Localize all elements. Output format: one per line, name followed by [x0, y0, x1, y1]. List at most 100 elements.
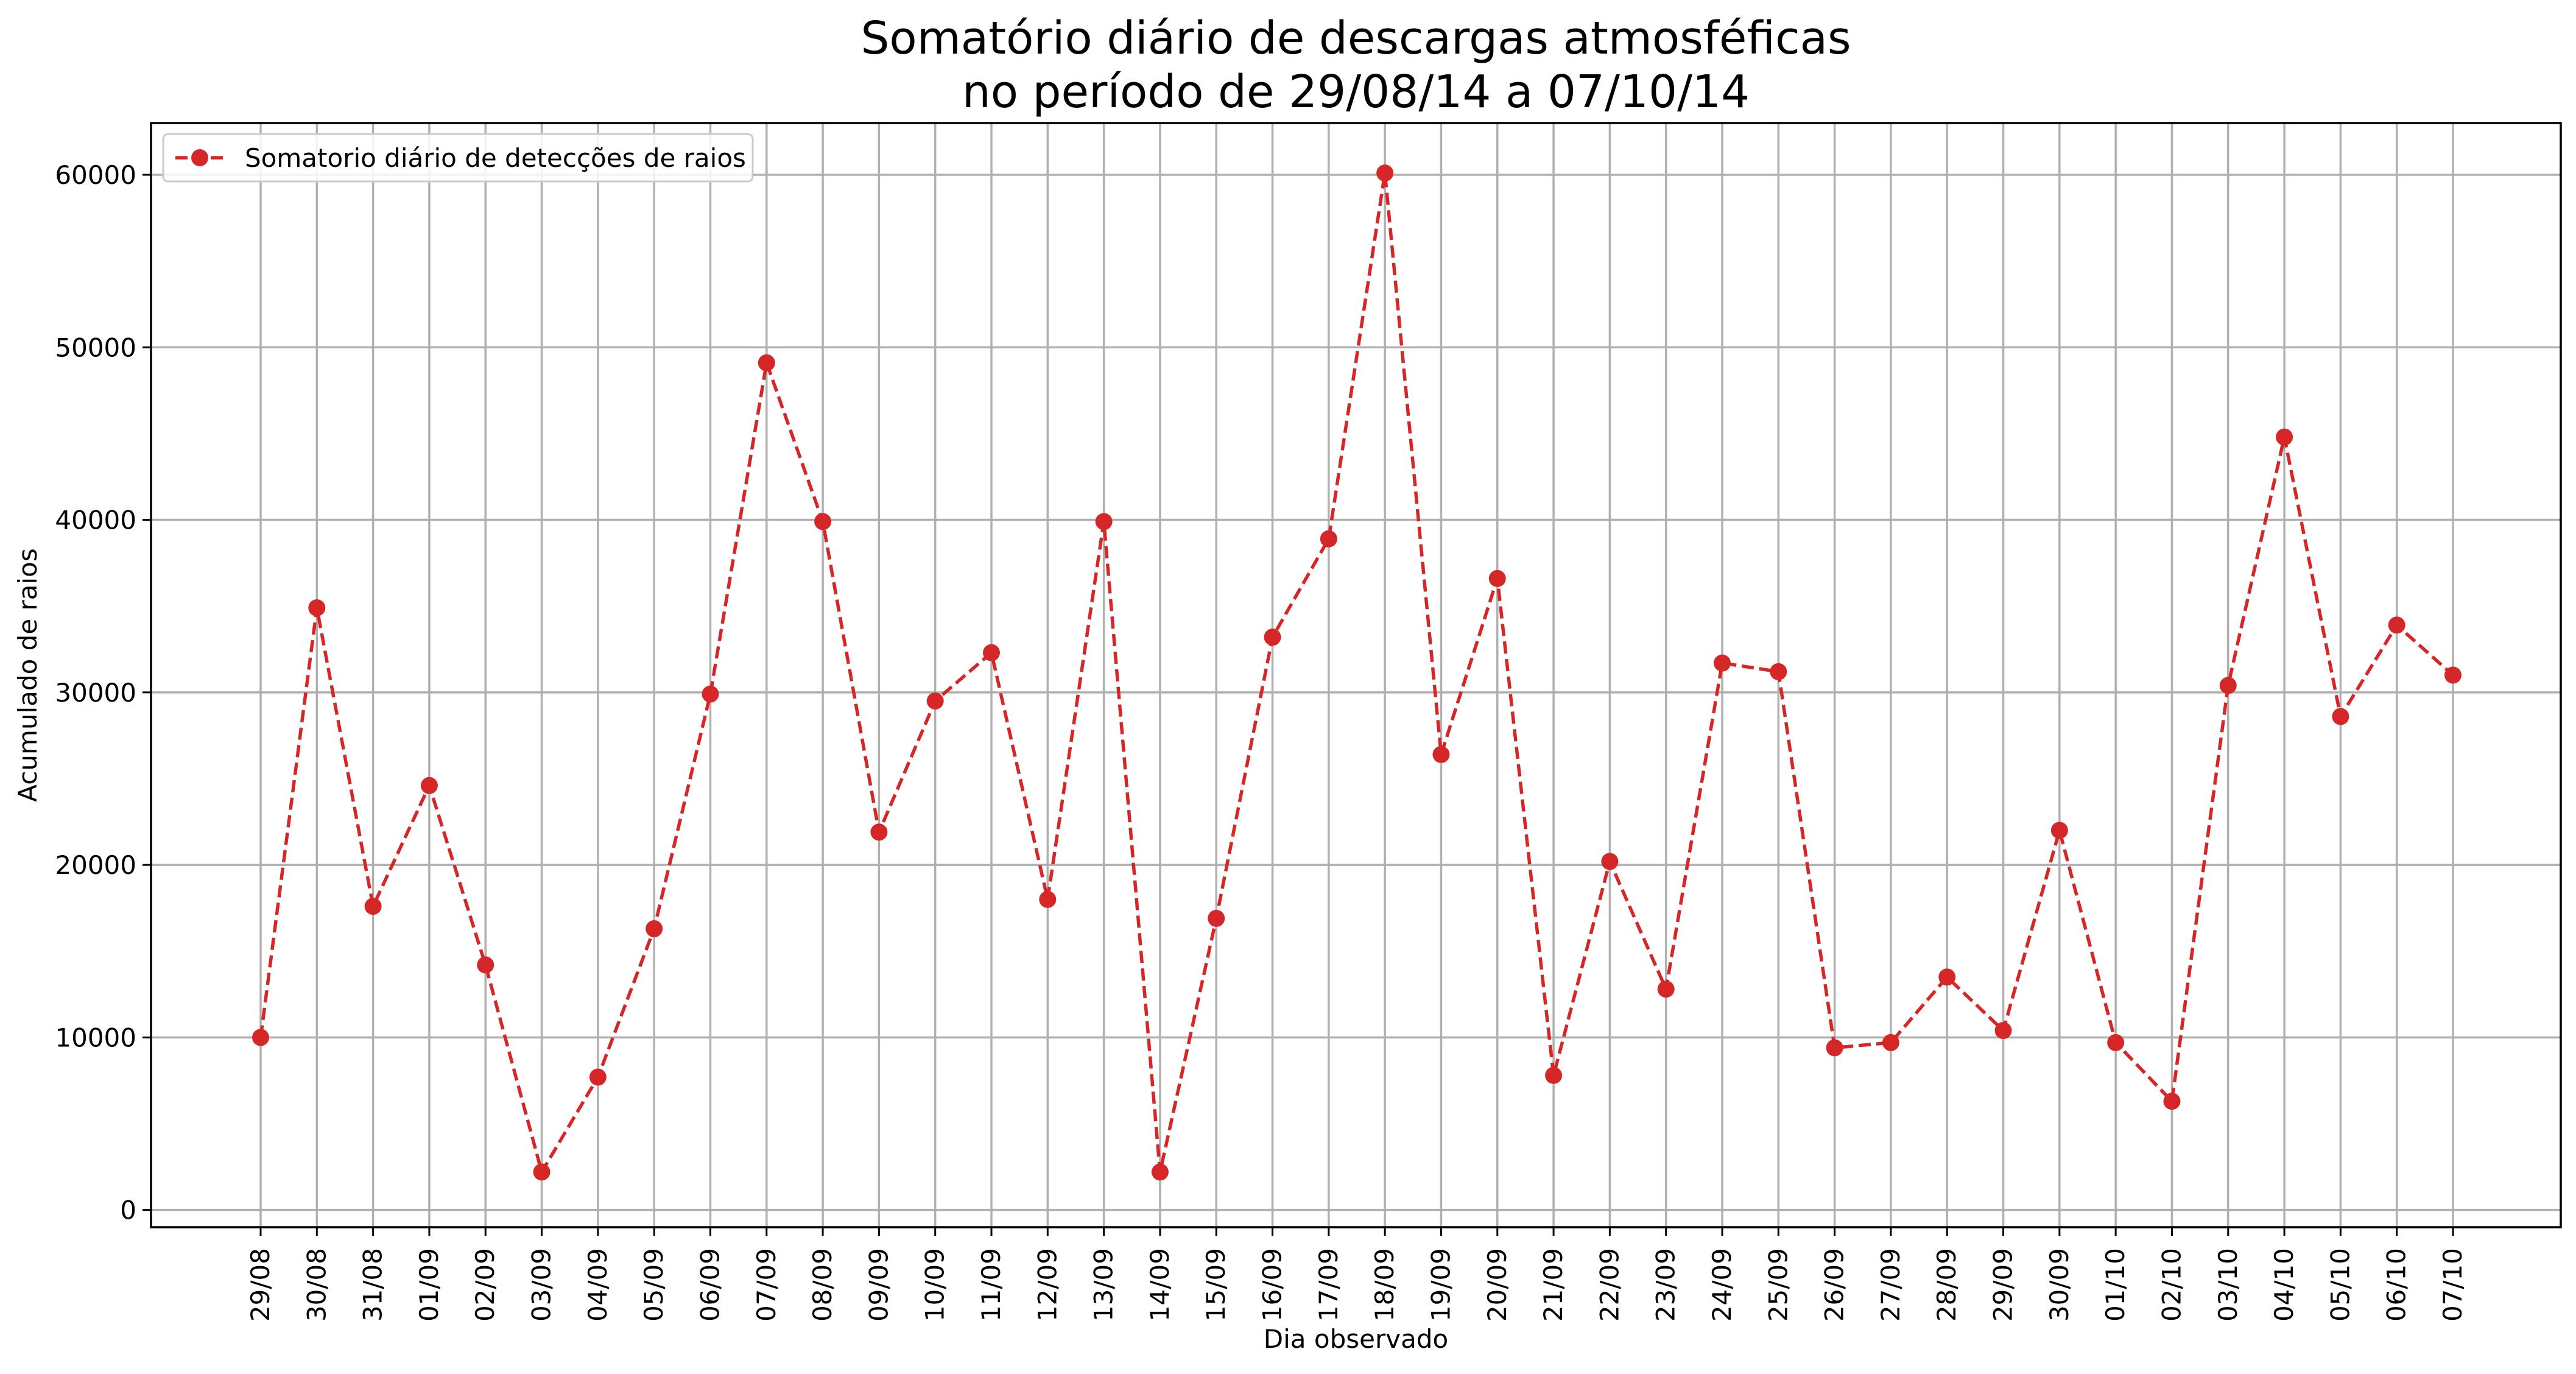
x-tick-label: 17/09 [1314, 1248, 1343, 1322]
x-tick-label: 01/09 [414, 1248, 444, 1322]
chart-title-line: Somatório diário de descargas atmosféfic… [860, 12, 1851, 65]
x-tick-label: 07/09 [751, 1248, 781, 1322]
x-tick-label: 06/09 [695, 1248, 725, 1322]
data-point [1376, 164, 1394, 182]
data-point [364, 898, 382, 915]
x-tick-label: 13/09 [1089, 1248, 1119, 1322]
data-point [702, 685, 719, 703]
chart-title-line: no período de 29/08/14 a 07/10/14 [962, 66, 1750, 118]
x-tick-label: 12/09 [1032, 1248, 1062, 1322]
x-tick-label: 30/09 [2044, 1248, 2074, 1322]
x-tick-label: 03/10 [2213, 1248, 2243, 1322]
data-point [2163, 1093, 2181, 1110]
plot-frame [150, 122, 2562, 1228]
x-tick-label: 15/09 [1201, 1248, 1231, 1322]
y-axis-label: Acumulado de raios [13, 548, 43, 802]
tick-layer: 0 10000 20000 30000 40000 50000 60000 29/08 30/0… [55, 160, 2468, 1322]
x-tick-label: 06/10 [2382, 1248, 2412, 1322]
x-tick-label: 02/10 [2156, 1248, 2186, 1322]
data-point [477, 956, 494, 974]
x-tick-label: 29/09 [1988, 1248, 2018, 1322]
x-tick-label: 10/09 [920, 1248, 950, 1322]
series-layer [252, 164, 2462, 1181]
data-point [1320, 530, 1337, 548]
x-tick-label: 27/09 [1876, 1248, 1906, 1322]
data-point [1657, 981, 1675, 998]
x-tick-label: 21/09 [1538, 1248, 1568, 1322]
data-point [533, 1163, 551, 1181]
x-tick-label: 08/09 [808, 1248, 837, 1322]
data-point [646, 920, 663, 937]
data-point [308, 599, 326, 617]
x-tick-label: 25/09 [1763, 1248, 1793, 1322]
legend-box [162, 133, 754, 183]
data-point [870, 823, 888, 841]
legend-marker [191, 149, 208, 166]
y-tick-label: 60000 [55, 160, 136, 190]
y-tick-label: 30000 [55, 678, 136, 708]
data-point [1095, 513, 1113, 530]
x-tick-label: 18/09 [1370, 1248, 1399, 1322]
x-tick-label: 22/09 [1594, 1248, 1624, 1322]
data-point [2444, 666, 2462, 684]
data-point [1826, 1039, 1843, 1057]
x-tick-label: 23/09 [1651, 1248, 1681, 1322]
data-point [2332, 708, 2349, 725]
x-tick-label: 07/10 [2438, 1248, 2468, 1322]
data-point [1601, 853, 1619, 870]
y-tick-label: 40000 [55, 506, 136, 535]
data-point [1151, 1163, 1169, 1181]
x-tick-label: 04/09 [583, 1248, 613, 1322]
y-tick-label: 20000 [55, 850, 136, 880]
data-point [814, 513, 832, 530]
data-point [1994, 1022, 2012, 1040]
data-point [1882, 1034, 1899, 1051]
data-point [926, 692, 944, 710]
grid-layer [151, 123, 2561, 1227]
data-point [2107, 1034, 2125, 1051]
x-tick-label: 26/09 [1820, 1248, 1849, 1322]
data-point [758, 354, 775, 372]
x-tick-label: 29/08 [245, 1248, 275, 1322]
x-tick-label: 30/08 [301, 1248, 331, 1322]
data-point [1770, 663, 1787, 680]
y-tick-label: 10000 [55, 1023, 136, 1052]
x-tick-label: 05/09 [639, 1248, 669, 1322]
data-point [589, 1068, 607, 1086]
data-point [2388, 616, 2405, 634]
data-point [2050, 822, 2068, 839]
data-point [1432, 745, 1450, 763]
x-tick-label: 02/09 [470, 1248, 500, 1322]
data-point [1264, 629, 1281, 646]
data-point [1714, 654, 1731, 672]
x-axis-label: Dia observado [1264, 1324, 1448, 1354]
chart-legend: Somatorio diário de detecções de raios [162, 133, 754, 183]
x-tick-label: 31/08 [358, 1248, 388, 1322]
x-tick-label: 16/09 [1258, 1248, 1287, 1322]
x-tick-label: 03/09 [527, 1248, 557, 1322]
data-point [2276, 428, 2293, 446]
y-tick-label: 50000 [55, 333, 136, 362]
x-tick-label: 11/09 [976, 1248, 1006, 1322]
data-point [1208, 909, 1225, 927]
data-point [2219, 677, 2237, 694]
y-tick-label: 0 [120, 1196, 136, 1225]
x-tick-label: 09/09 [864, 1248, 893, 1322]
chart-title: Somatório diário de descargas atmosféfic… [860, 12, 1851, 118]
data-point [1545, 1066, 1563, 1084]
x-tick-label: 28/09 [1932, 1248, 1962, 1322]
x-tick-label: 20/09 [1482, 1248, 1512, 1322]
x-tick-label: 01/10 [2100, 1248, 2130, 1322]
data-point [1938, 968, 1956, 986]
data-point [252, 1029, 269, 1046]
x-tick-label: 24/09 [1707, 1248, 1737, 1322]
x-tick-label: 19/09 [1426, 1248, 1455, 1322]
legend-entry-label: Somatorio diário de detecções de raios [245, 143, 746, 173]
data-point [1039, 890, 1057, 908]
series-line [259, 172, 2454, 1177]
x-tick-label: 05/10 [2325, 1248, 2355, 1322]
x-tick-label: 04/10 [2269, 1248, 2299, 1322]
data-point [983, 644, 1000, 661]
